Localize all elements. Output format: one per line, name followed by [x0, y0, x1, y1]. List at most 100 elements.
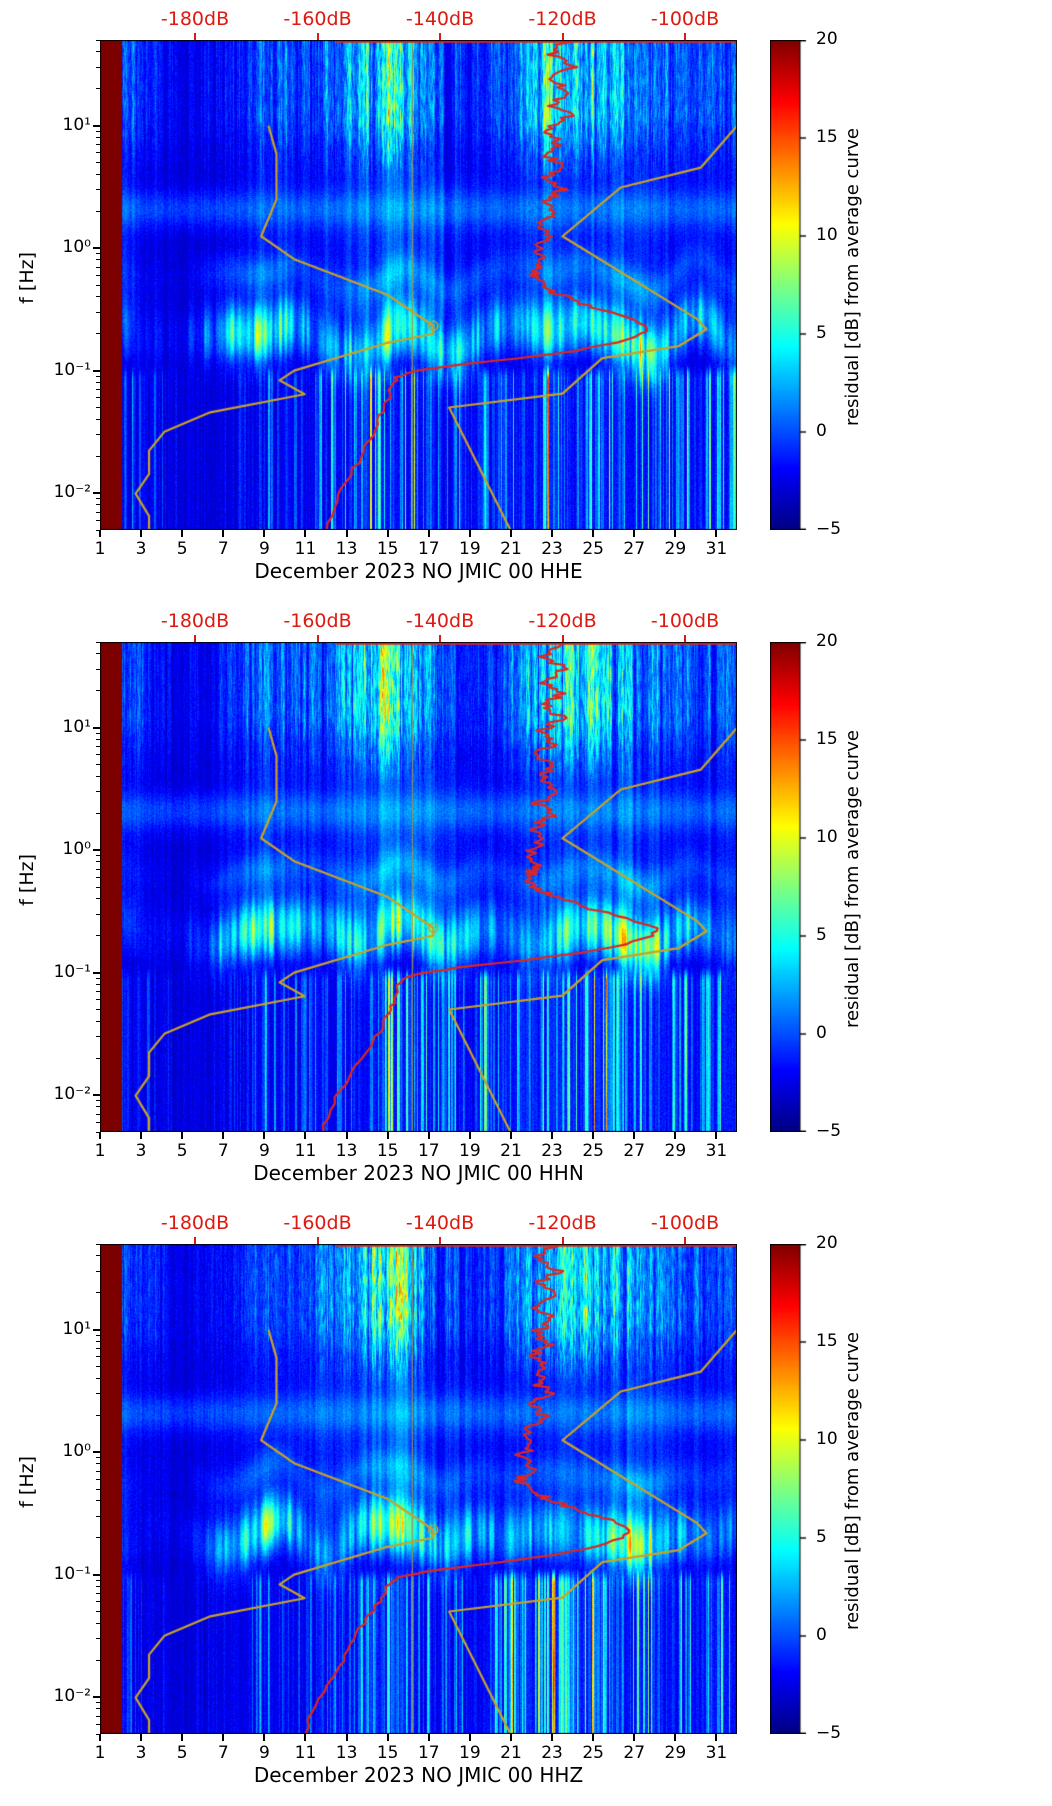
y-minor-tick: [96, 529, 100, 531]
y-minor-tick: [96, 641, 100, 643]
x-tick-label: 21: [500, 1743, 522, 1763]
y-minor-tick: [96, 1100, 100, 1102]
top-db-tick: [561, 635, 564, 642]
top-db-tick: [439, 635, 441, 642]
y-tick-label: 10⁻¹: [53, 359, 91, 380]
panel-hhz: f [Hz] residual [dB] from average curve …: [0, 1204, 1052, 1806]
y-minor-tick: [96, 1393, 100, 1395]
top-db-tick: [439, 33, 441, 40]
x-tick: [386, 530, 389, 537]
y-minor-tick: [96, 434, 100, 436]
y-minor-tick: [96, 1113, 100, 1115]
y-minor-tick: [96, 1020, 100, 1022]
x-tick: [345, 1132, 348, 1139]
x-tick: [140, 530, 143, 537]
x-tick: [263, 1132, 266, 1139]
y-minor-tick: [96, 152, 100, 154]
y-minor-tick: [96, 1334, 100, 1336]
top-db-tick: [684, 1237, 686, 1244]
colorbar-tick-label: 15: [816, 127, 838, 147]
y-minor-tick: [96, 1366, 100, 1367]
x-tick-label: 25: [582, 1743, 604, 1763]
y-axis-label: f [Hz]: [16, 854, 38, 906]
y-minor-tick: [96, 653, 100, 655]
x-tick: [345, 1734, 348, 1741]
y-minor-tick: [96, 764, 100, 765]
y-axis-label: f [Hz]: [16, 252, 38, 304]
top-db-tick: [561, 1237, 564, 1244]
x-tick-label: 29: [664, 1743, 687, 1763]
y-minor-tick: [96, 1131, 100, 1133]
y-tick-label: 10⁰: [62, 839, 91, 860]
y-minor-tick: [96, 1478, 100, 1480]
x-tick-label: 19: [459, 1141, 481, 1161]
x-tick: [427, 530, 430, 537]
x-tick-label: 3: [135, 1141, 147, 1161]
top-db-tick: [194, 1237, 196, 1244]
x-tick-label: 7: [217, 539, 229, 559]
x-tick: [304, 1132, 307, 1139]
x-tick: [99, 530, 101, 537]
y-tick-label: 10⁻¹: [53, 1563, 91, 1584]
y-minor-tick: [96, 690, 100, 692]
y-minor-tick: [96, 738, 100, 740]
x-tick-label: 17: [417, 539, 440, 559]
x-tick: [222, 530, 225, 537]
x-tick-label: 19: [459, 539, 481, 559]
x-tick-label: 3: [135, 539, 147, 559]
x-tick-label: 21: [500, 539, 522, 559]
x-tick: [715, 530, 718, 537]
y-minor-tick: [96, 1470, 100, 1472]
top-db-tick: [316, 1237, 319, 1244]
colorbar-tick-label: 5: [816, 925, 827, 945]
y-minor-tick: [96, 130, 100, 132]
x-tick-label: 13: [335, 539, 358, 559]
x-tick: [551, 530, 554, 537]
y-minor-tick: [96, 1611, 100, 1612]
colorbar-tick-label: −5: [816, 1723, 842, 1743]
x-tick-label: 29: [664, 1141, 687, 1161]
y-minor-tick: [96, 1036, 100, 1038]
x-tick-label: 15: [376, 1743, 399, 1763]
y-minor-tick: [96, 1009, 100, 1010]
top-db-tick-label: -120dB: [528, 8, 597, 30]
y-minor-tick: [96, 999, 100, 1001]
x-tick: [674, 1132, 677, 1139]
x-tick: [263, 530, 266, 537]
y-minor-tick: [96, 455, 100, 457]
y-major-tick: [93, 1451, 100, 1454]
y-tick-label: 10⁻²: [53, 1084, 91, 1105]
x-tick-label: 5: [176, 539, 188, 559]
x-tick-label: 7: [217, 1141, 229, 1161]
spectrogram-canvas-hhe: [100, 40, 737, 530]
panel-hhn: f [Hz] residual [dB] from average curve …: [0, 602, 1052, 1204]
y-minor-tick: [96, 284, 100, 286]
y-minor-tick: [96, 397, 100, 399]
x-tick: [181, 1132, 184, 1139]
y-minor-tick: [96, 1702, 100, 1704]
top-db-tick: [194, 33, 196, 40]
y-minor-tick: [96, 868, 100, 870]
y-minor-tick: [96, 668, 100, 670]
colorbar-tick-label: 15: [816, 729, 838, 749]
y-minor-tick: [96, 1057, 100, 1059]
x-tick-label: 23: [541, 1141, 563, 1161]
x-tick: [674, 1734, 677, 1741]
top-db-tick: [684, 33, 686, 40]
x-tick-label: 29: [664, 539, 687, 559]
y-minor-tick: [96, 1243, 100, 1245]
y-minor-tick: [96, 977, 100, 979]
y-minor-tick: [96, 1708, 100, 1710]
x-tick-label: 27: [623, 539, 646, 559]
x-tick-label: 7: [217, 1743, 229, 1763]
y-tick-label: 10¹: [62, 114, 91, 135]
x-tick-label: 5: [176, 1141, 188, 1161]
y-minor-tick: [96, 1515, 100, 1517]
top-db-tick: [316, 33, 319, 40]
x-tick: [427, 1132, 430, 1139]
top-db-tick: [561, 33, 564, 40]
top-db-tick-label: -140dB: [405, 1212, 475, 1234]
y-major-tick: [93, 492, 100, 495]
y-minor-tick: [96, 266, 100, 268]
y-minor-tick: [96, 504, 100, 506]
